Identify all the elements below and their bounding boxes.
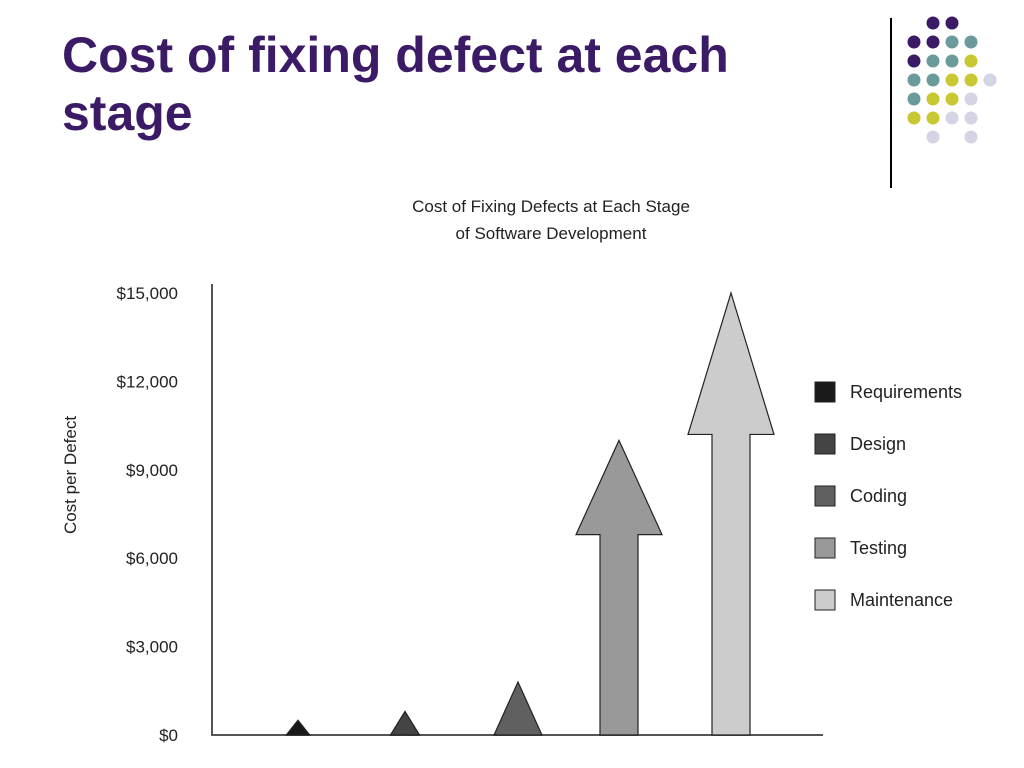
decorative-dot xyxy=(945,111,959,125)
y-tick-label: $9,000 xyxy=(126,461,178,480)
legend-label-testing: Testing xyxy=(850,538,907,558)
legend-label-maintenance: Maintenance xyxy=(850,590,953,610)
decorative-dot xyxy=(926,73,940,87)
decorative-dot xyxy=(907,92,921,106)
cost-chart: Cost of Fixing Defects at Each Stage of … xyxy=(61,197,962,745)
title-divider xyxy=(890,18,892,188)
decorative-dot xyxy=(926,130,940,144)
decorative-dot xyxy=(945,54,959,68)
decorative-dot xyxy=(964,111,978,125)
legend-label-coding: Coding xyxy=(850,486,907,506)
slide-title-line-1: Cost of fixing defect at each xyxy=(62,27,729,83)
chart-marks xyxy=(285,290,775,736)
legend-swatch-maintenance xyxy=(814,589,836,611)
arrow-mark-coding xyxy=(493,680,543,736)
y-tick-label: $12,000 xyxy=(117,372,178,391)
legend-label-design: Design xyxy=(850,434,906,454)
decorative-dot xyxy=(945,92,959,106)
legend-swatch-requirements xyxy=(814,381,836,403)
y-tick-label: $3,000 xyxy=(126,638,178,657)
arrow-mark-testing xyxy=(575,438,663,736)
chart-subtitle: of Software Development xyxy=(456,224,647,243)
decorative-dot xyxy=(945,16,959,30)
decorative-dot xyxy=(926,92,940,106)
decorative-dot xyxy=(926,16,940,30)
y-axis-label: Cost per Defect xyxy=(61,416,80,534)
legend-swatch-testing xyxy=(814,537,836,559)
decorative-dot xyxy=(964,130,978,144)
y-tick-label: $6,000 xyxy=(126,549,178,568)
decorative-dot xyxy=(945,35,959,49)
decorative-dot xyxy=(926,111,940,125)
chart-legend: Requirements Design Coding Testing Maintenan… xyxy=(814,381,962,611)
y-axis-ticks: $0 $3,000 $6,000 $9,000 $12,000 $15,000 xyxy=(117,284,178,745)
arrow-mark-requirements xyxy=(285,719,311,736)
legend-swatch-design xyxy=(814,433,836,455)
slide-title: Cost of fixing defect at each stage xyxy=(62,26,862,142)
decorative-dot xyxy=(907,35,921,49)
slide-title-line-2: stage xyxy=(62,85,193,141)
arrow-mark-maintenance xyxy=(687,290,775,736)
legend-swatch-coding xyxy=(814,485,836,507)
legend-label-requirements: Requirements xyxy=(850,382,962,402)
decorative-dot xyxy=(964,54,978,68)
decorative-dot xyxy=(907,54,921,68)
decorative-dot xyxy=(926,54,940,68)
arrow-mark-design xyxy=(389,710,421,736)
decorative-dot-grid xyxy=(907,16,997,144)
y-tick-label: $15,000 xyxy=(117,284,178,303)
decorative-dot xyxy=(964,73,978,87)
decorative-dot xyxy=(964,35,978,49)
decorative-dot xyxy=(907,111,921,125)
decorative-dot xyxy=(926,35,940,49)
chart-title: Cost of Fixing Defects at Each Stage xyxy=(412,197,690,216)
y-tick-label: $0 xyxy=(159,726,178,745)
decorative-dot xyxy=(983,73,997,87)
decorative-dot xyxy=(907,73,921,87)
decorative-dot xyxy=(945,73,959,87)
decorative-dot xyxy=(964,92,978,106)
